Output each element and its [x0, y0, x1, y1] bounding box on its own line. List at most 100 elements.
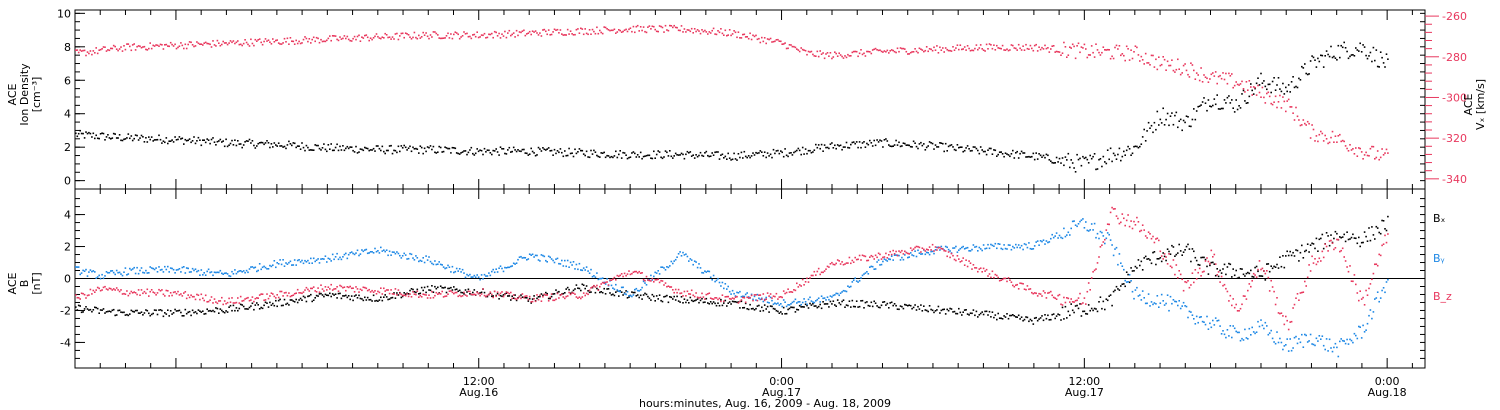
data-point [952, 311, 954, 313]
data-point [730, 34, 732, 37]
data-point [365, 287, 368, 290]
data-point [1108, 223, 1110, 226]
data-point [962, 311, 964, 313]
data-point [914, 304, 916, 306]
data-point [399, 254, 401, 257]
data-point [1231, 73, 1233, 75]
data-point [977, 316, 979, 318]
data-point [679, 154, 681, 156]
data-point [601, 277, 604, 279]
data-point [1023, 49, 1026, 51]
data-point [997, 276, 999, 279]
data-point [844, 146, 846, 148]
data-point [1177, 252, 1179, 254]
data-point [350, 40, 353, 42]
data-point [587, 156, 589, 158]
data-point [787, 155, 789, 158]
data-point [1181, 305, 1183, 307]
data-point [1182, 251, 1185, 253]
data-point [399, 35, 401, 37]
data-point [1328, 240, 1331, 242]
data-point [148, 47, 150, 50]
data-point [1219, 74, 1221, 77]
data-point [688, 293, 690, 295]
data-point [292, 294, 295, 296]
data-point [1330, 45, 1332, 48]
data-point [959, 44, 962, 46]
data-point [772, 40, 775, 43]
data-point [222, 303, 224, 306]
data-point [1355, 237, 1357, 240]
data-point [439, 263, 442, 266]
data-point [514, 297, 516, 300]
data-point [1140, 143, 1143, 145]
data-point [1029, 156, 1032, 158]
data-point [874, 268, 877, 270]
data-point [1320, 260, 1322, 262]
data-point [390, 254, 392, 256]
data-point [565, 34, 567, 36]
data-point [1333, 141, 1335, 143]
data-point [831, 296, 833, 298]
data-point [1141, 224, 1144, 226]
data-point [648, 25, 651, 27]
data-point [925, 248, 928, 251]
data-point [899, 259, 902, 261]
data-point [1066, 317, 1068, 319]
data-point [669, 286, 671, 288]
data-point [1013, 157, 1016, 159]
data-point [1195, 110, 1198, 112]
data-point [1200, 256, 1202, 259]
data-point [1168, 64, 1170, 67]
data-point [1252, 276, 1255, 278]
data-point [1147, 293, 1150, 295]
data-point [492, 296, 494, 299]
data-point [1080, 219, 1083, 221]
data-point [1099, 230, 1102, 233]
data-point [604, 283, 607, 285]
data-point [193, 136, 195, 138]
data-point [1368, 155, 1370, 157]
data-point [1191, 64, 1194, 66]
data-point [653, 25, 655, 28]
data-point [545, 259, 547, 262]
data-point [558, 297, 560, 299]
data-point [150, 136, 153, 138]
data-point [1150, 301, 1153, 303]
data-point [763, 151, 766, 153]
data-point [1344, 240, 1347, 243]
data-point [737, 302, 740, 304]
data-point [1124, 154, 1126, 156]
data-point [549, 150, 551, 152]
data-point [552, 31, 554, 33]
data-point [1200, 104, 1202, 106]
data-point [1336, 232, 1338, 235]
data-point [523, 256, 525, 259]
data-point [612, 29, 614, 32]
data-point [809, 51, 811, 53]
data-point [695, 30, 697, 33]
data-point [225, 138, 227, 141]
data-point [282, 146, 284, 148]
data-point [1104, 161, 1106, 163]
data-point [99, 289, 102, 292]
data-point [150, 289, 153, 291]
data-point [1156, 68, 1159, 71]
data-point [239, 295, 242, 298]
data-point [819, 303, 821, 306]
data-point [1245, 102, 1248, 104]
data-point [1267, 333, 1270, 336]
data-point [396, 251, 398, 253]
data-point [981, 311, 983, 313]
data-point [381, 299, 384, 302]
data-point [934, 310, 937, 312]
data-point [171, 294, 173, 297]
data-point [498, 267, 500, 269]
data-point [1130, 280, 1132, 282]
data-point [1019, 246, 1021, 249]
data-point [1352, 148, 1354, 150]
data-point [1220, 107, 1223, 110]
data-point [530, 254, 532, 256]
data-point [1274, 95, 1277, 98]
data-point [1312, 243, 1315, 245]
